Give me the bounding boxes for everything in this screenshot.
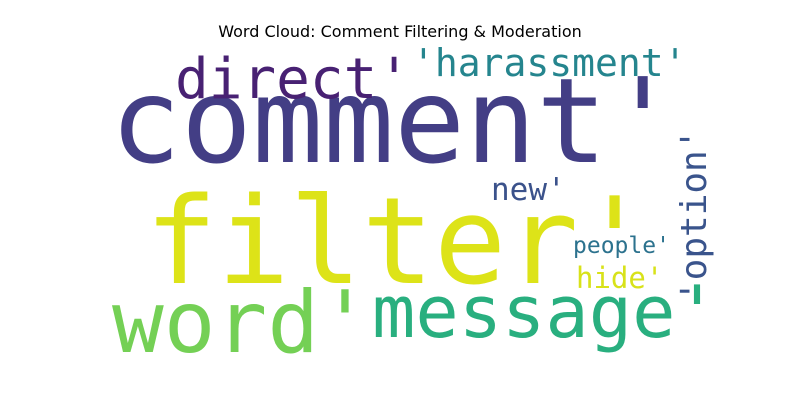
- word-comment: comment': [110, 52, 678, 190]
- word-option: 'option': [674, 129, 715, 302]
- chart-title: Word Cloud: Comment Filtering & Moderati…: [218, 22, 582, 41]
- word-hide: hide': [576, 261, 663, 295]
- word-harassment: 'harassment': [412, 41, 687, 85]
- word-word: word': [112, 273, 371, 373]
- word-direct: direct': [175, 47, 411, 112]
- word-message: message': [372, 270, 719, 354]
- word-filter: filter': [145, 173, 651, 312]
- word-people: people': [573, 233, 670, 259]
- word-new: new': [491, 172, 566, 208]
